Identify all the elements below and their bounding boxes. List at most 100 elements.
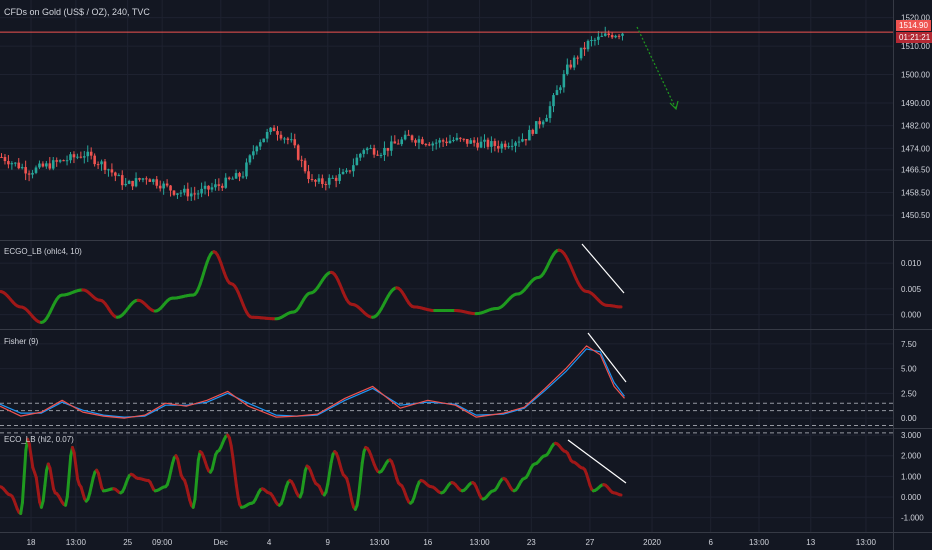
candle-body (117, 175, 121, 177)
candle-body (390, 141, 393, 151)
y-tick-label: 1500.00 (901, 71, 930, 80)
candle-body (321, 178, 324, 185)
candle-body (79, 156, 83, 158)
candle-body (76, 156, 79, 158)
oscillator-segment (27, 442, 33, 458)
y-tick-label: 1482.00 (901, 122, 930, 131)
candle-body (514, 142, 517, 146)
candle-body (327, 177, 331, 185)
candle-body (252, 151, 255, 156)
candle-body (610, 35, 614, 38)
last-price-tag: 1514.90 (896, 20, 931, 31)
candle-body (362, 150, 366, 154)
candle-body (234, 173, 238, 179)
candle-body (386, 147, 390, 151)
trendline-ecgo[interactable] (581, 243, 625, 294)
candle-body (517, 141, 521, 143)
candle-body (127, 180, 131, 184)
candle-body (576, 57, 579, 59)
candle-body (365, 148, 369, 151)
candle-body (566, 64, 569, 75)
oscillator-segment (41, 484, 47, 503)
candle-body (179, 192, 183, 194)
oscillator-segment (360, 450, 366, 465)
candle-body (452, 139, 455, 141)
x-tick-label: 18 (27, 538, 36, 547)
oscillator-segment (193, 477, 199, 501)
y-tick-label: 1466.50 (901, 166, 930, 175)
candle-body (69, 154, 72, 161)
candle-body (341, 171, 345, 175)
candle-body (493, 141, 497, 146)
trendline-fisher[interactable] (587, 332, 627, 383)
candle-body (617, 35, 621, 37)
time-axis[interactable]: 18 13:00 25 09:00 Dec 4 9 13:00 16 13:00 23 27 2020 6… (27, 538, 877, 547)
candle-body (603, 33, 607, 36)
candle-body (559, 87, 562, 91)
projection-arrow[interactable] (636, 26, 677, 110)
x-tick-label: Dec (214, 538, 228, 547)
oscillator-segment (19, 501, 24, 516)
oscillator-segment (359, 461, 364, 480)
candle-body (548, 106, 552, 119)
candle-body (507, 146, 510, 148)
candle-body (245, 162, 248, 177)
ecgo-pane[interactable] (0, 248, 623, 324)
y-tick-label: 1490.00 (901, 99, 930, 108)
candle-body (231, 178, 234, 180)
candle-body (545, 118, 548, 122)
candle-body (503, 143, 507, 148)
eco-pane[interactable] (0, 433, 623, 516)
candle-body (445, 141, 448, 144)
trendline-eco[interactable] (567, 439, 627, 484)
candle-body (307, 171, 310, 179)
candle-body (476, 142, 479, 148)
candle-body (331, 177, 334, 179)
candle-body (383, 147, 386, 156)
oscillator-segment (65, 474, 71, 499)
candle-body (348, 170, 352, 172)
candle-body (296, 145, 300, 160)
candle-body (303, 160, 307, 172)
candle-body (86, 151, 90, 157)
candle-body (555, 90, 559, 96)
candle-body (465, 138, 469, 144)
candle-body (45, 163, 48, 167)
x-tick-label: 6 (708, 538, 713, 547)
candle-body (255, 146, 259, 152)
candle-body (189, 193, 193, 197)
y-tick-label: 1450.50 (901, 211, 930, 220)
x-tick-label: 9 (326, 538, 331, 547)
oscillator-segment (50, 476, 55, 491)
candle-body (55, 160, 58, 162)
candle-body (96, 164, 100, 166)
annotations[interactable] (567, 26, 679, 484)
candle-body (38, 163, 41, 168)
candle-body (217, 184, 221, 186)
candle-body (314, 179, 317, 182)
candle-body (114, 172, 117, 176)
price-axis[interactable]: 1520.00 1510.00 1500.00 1490.00 1482.00 1474.… (901, 14, 930, 523)
oscillator-segment (327, 460, 333, 475)
candle-body (134, 178, 138, 187)
candle-body (17, 162, 21, 169)
y-tick-label: 1520.00 (901, 14, 930, 23)
y-tick-label: -1.000 (901, 514, 924, 523)
candle-body (479, 141, 483, 148)
candle-body (593, 39, 597, 41)
arrow-head[interactable] (669, 100, 679, 111)
candle-body (448, 140, 452, 144)
candle-body (286, 138, 290, 140)
y-tick-label: 1474.00 (901, 144, 930, 153)
candle-body (93, 155, 96, 165)
candle-body (193, 193, 196, 195)
candle-body (434, 142, 438, 144)
candle-body (579, 47, 583, 59)
candle-body (334, 177, 338, 181)
candle-body (431, 143, 435, 146)
fisher-pane[interactable] (0, 345, 893, 434)
price-pane[interactable] (0, 26, 893, 202)
